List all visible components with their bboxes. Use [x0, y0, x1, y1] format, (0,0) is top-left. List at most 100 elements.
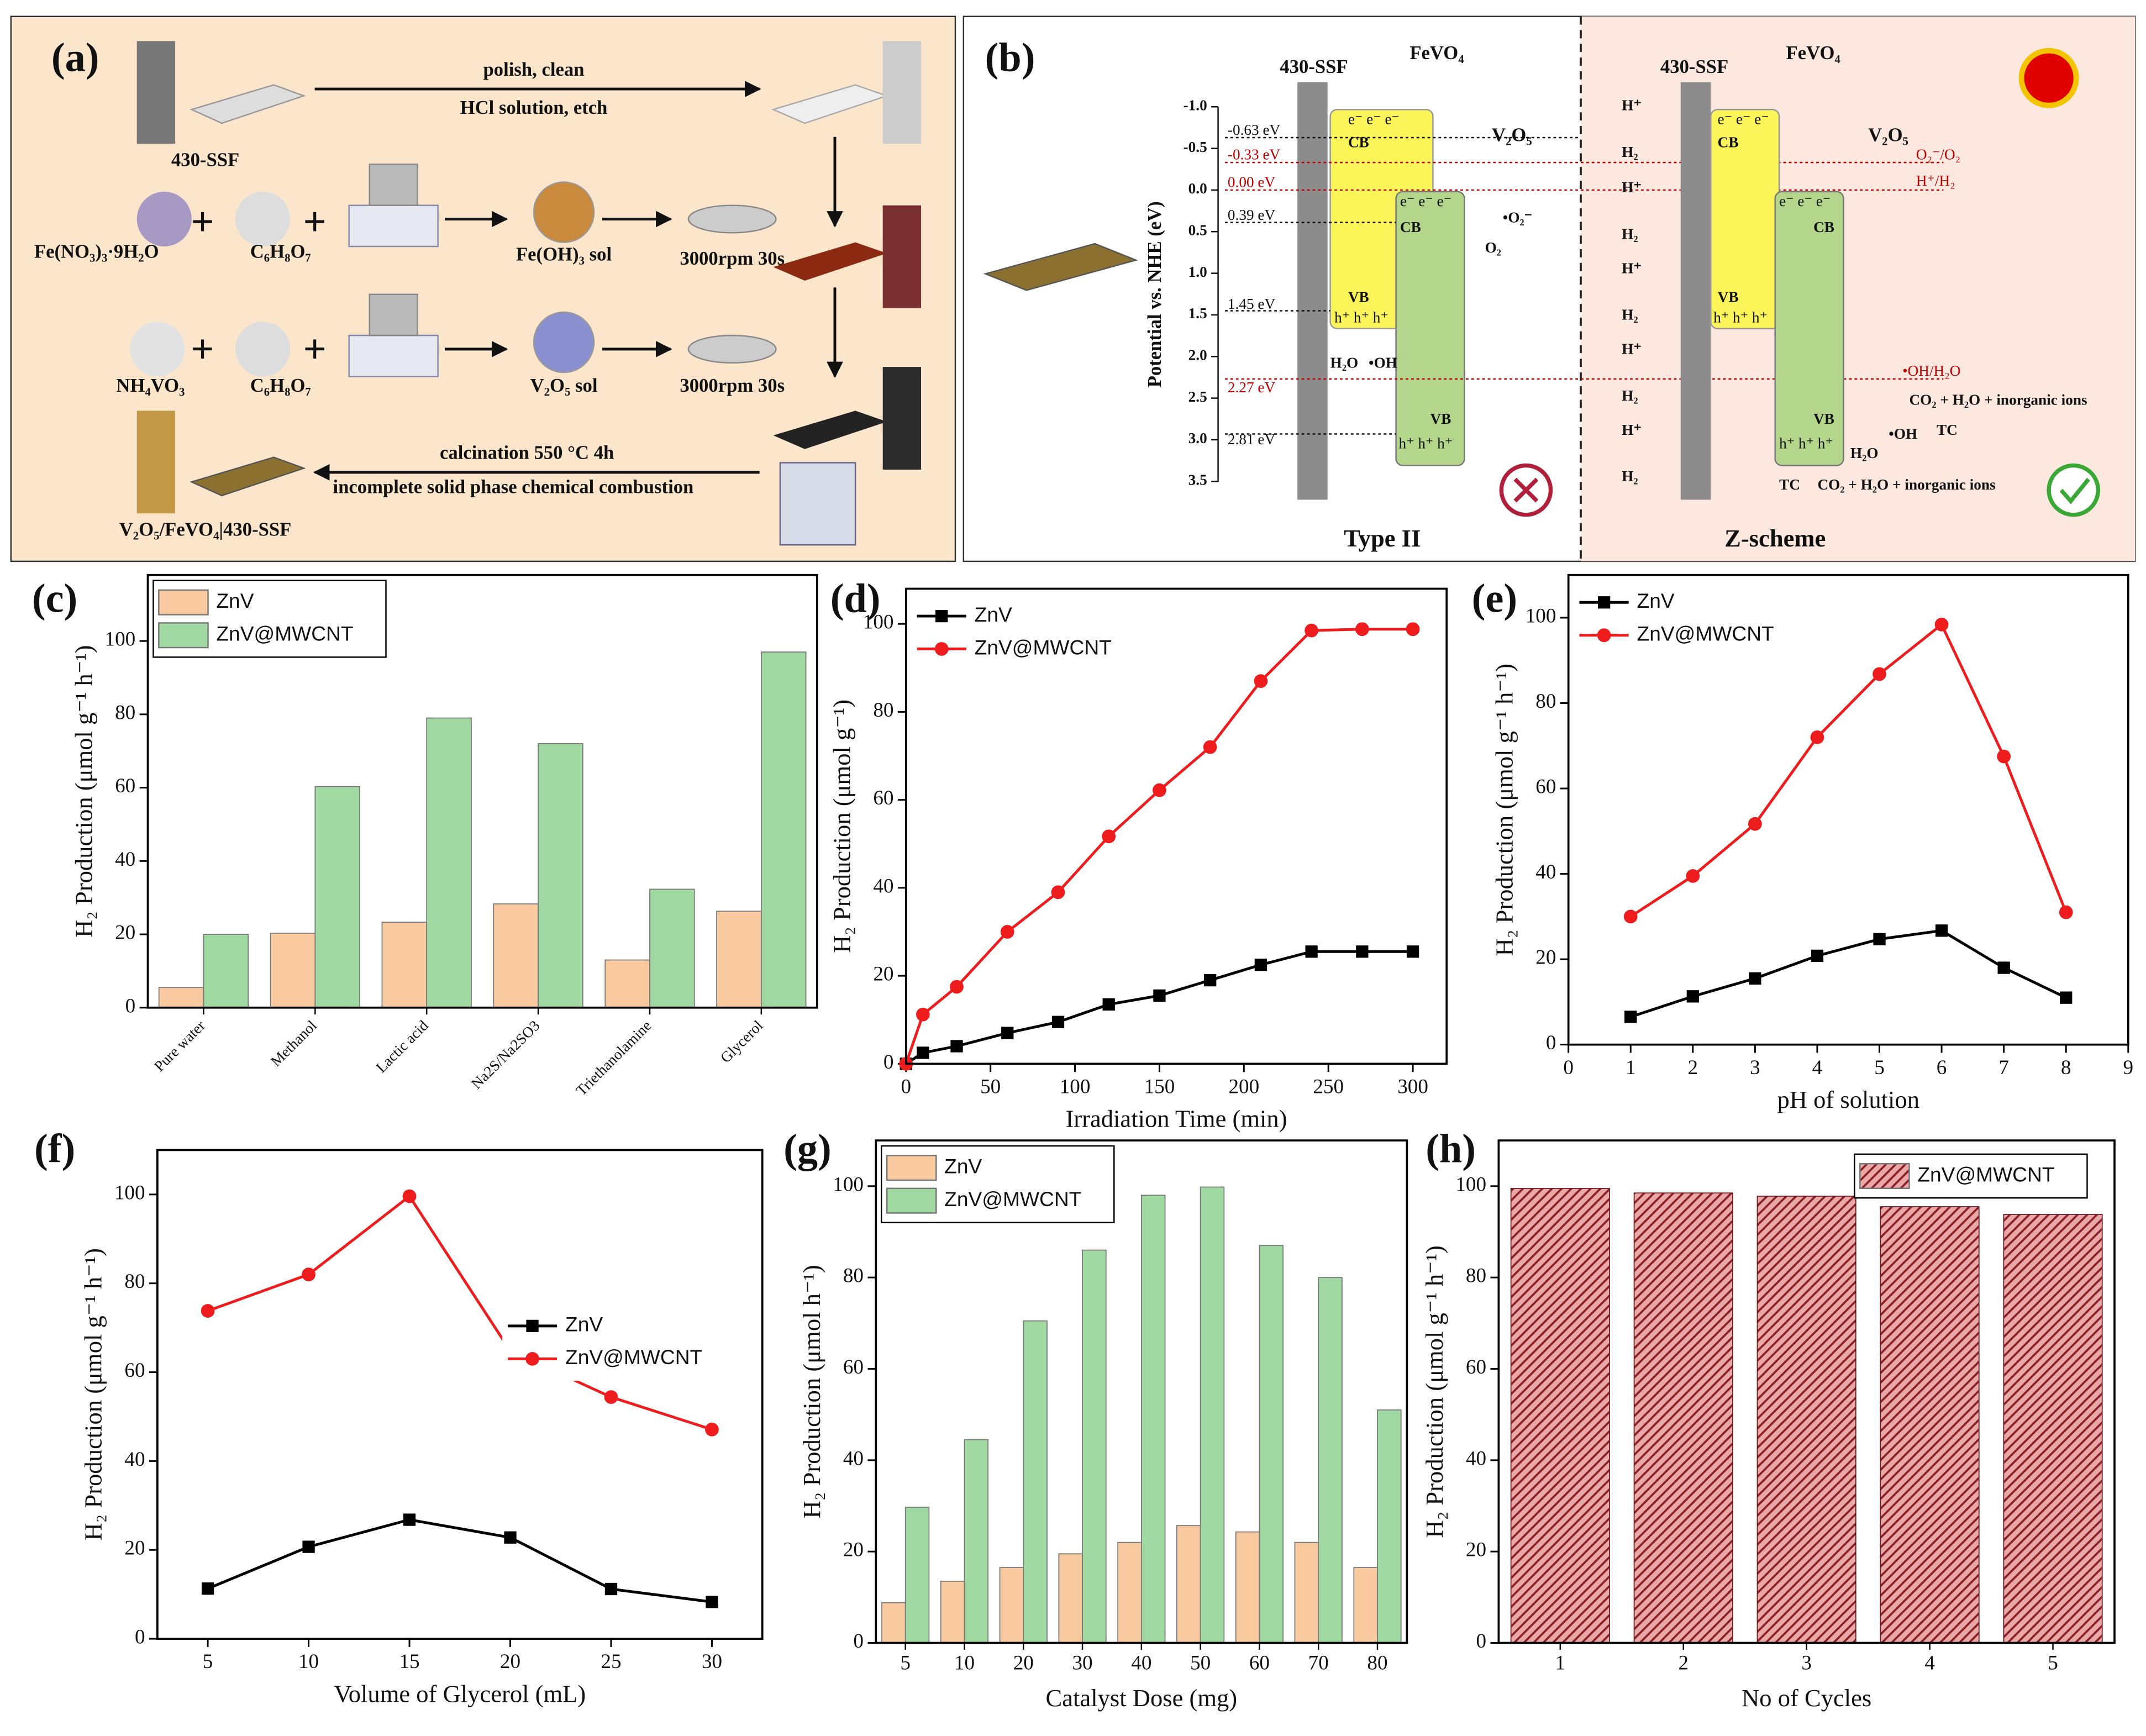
x-tick-label: Glycerol — [717, 1017, 766, 1066]
plot-frame — [1497, 1139, 2116, 1644]
panel-label: (c) — [32, 576, 77, 621]
x-tick-label: 10 — [298, 1650, 319, 1673]
x-axis-label: No of Cycles — [1742, 1684, 1871, 1712]
spin-coater — [687, 204, 777, 234]
bar — [1023, 1320, 1048, 1644]
legend-swatch — [886, 1155, 937, 1181]
legend-label: ZnV — [216, 589, 254, 612]
label: CB — [1348, 134, 1369, 150]
spin-coater — [687, 334, 777, 364]
plot-frame — [1567, 574, 2129, 1046]
label: •OH/H₂O — [1902, 362, 1960, 379]
bar — [1294, 1542, 1319, 1644]
marker — [1934, 617, 1949, 632]
label: e⁻ e⁻ e⁻ — [1718, 111, 1769, 127]
legend-box — [1574, 580, 1807, 657]
label: Fe(NO₃)₃·9H₂O — [34, 240, 159, 262]
legend-label: ZnV@MWCNT — [975, 635, 1112, 659]
label: TC — [1779, 476, 1800, 493]
series-line — [1630, 929, 2067, 1018]
marker — [1749, 972, 1761, 985]
sun-icon — [2018, 48, 2079, 108]
hotplate — [348, 334, 439, 377]
label: h⁺ h⁺ h⁺ — [1713, 309, 1768, 326]
marker — [604, 1582, 618, 1596]
marker — [1153, 783, 1166, 797]
axis-tick-label: 1.0 — [1188, 264, 1207, 280]
y-axis-label: H₂ Production (μmol g⁻¹ h⁻¹) — [1421, 1245, 1448, 1538]
chart: (f) 0 20 40 60 80 100 5 10 15 20 25 30 Volume of Glyc… — [34, 1126, 764, 1707]
bar — [203, 934, 249, 1008]
marker — [950, 1040, 963, 1053]
y-tick-label: 60 — [1535, 776, 1556, 798]
y-tick-label: 0 — [1476, 1630, 1486, 1653]
y-axis-label: H₂ Production (μmol g⁻¹ h⁻¹) — [70, 645, 97, 938]
label: CO₂ + H₂O + inorganic ions — [1818, 476, 1996, 493]
level-label: -0.63 eV — [1228, 122, 1281, 138]
x-tick-label: 0 — [901, 1075, 912, 1098]
marker — [2059, 905, 2073, 919]
label: •OH — [1889, 425, 1917, 442]
legend-swatch — [158, 622, 209, 649]
x-tick-label: 10 — [954, 1652, 975, 1675]
substrate — [190, 84, 306, 124]
x-tick-label: Lactic acid — [373, 1017, 432, 1076]
y-tick-label: 100 — [833, 1173, 864, 1196]
y-tick-label: 40 — [115, 848, 135, 871]
y-tick-label: 20 — [115, 922, 135, 944]
chart: (g) 0 20 40 60 80 100 5 10 20 30 40 50 60 70 80 Catalyst… — [783, 1126, 1408, 1712]
x-tick-label: Methanol — [267, 1017, 320, 1070]
legend-swatch — [1859, 1162, 1910, 1190]
bar — [1633, 1192, 1733, 1644]
y-tick-label: 80 — [1535, 690, 1556, 713]
marker — [1624, 1011, 1637, 1023]
powder — [235, 191, 291, 247]
y-tick-label: 40 — [1535, 861, 1556, 883]
marker — [1153, 989, 1166, 1002]
steel — [1680, 82, 1711, 500]
check-icon — [2047, 463, 2101, 517]
bar — [1200, 1186, 1225, 1644]
steel — [1297, 82, 1328, 500]
label: HCl solution, etch — [460, 97, 608, 118]
label: VB — [1813, 411, 1834, 427]
axis-tick-label: 0.5 — [1188, 222, 1207, 239]
label: incomplete solid phase chemical combusti… — [333, 476, 693, 498]
x-tick-label: 5 — [203, 1650, 213, 1673]
y-tick-label: 100 — [105, 628, 136, 651]
marker — [950, 980, 964, 994]
bar — [1377, 1409, 1402, 1644]
marker — [1000, 925, 1014, 939]
x-tick-label: 9 — [2123, 1056, 2134, 1079]
plus: + — [191, 199, 214, 245]
cross-icon — [1513, 477, 1539, 503]
plot-frame — [904, 587, 1448, 1065]
marker — [1873, 933, 1886, 945]
plus: + — [191, 327, 214, 372]
level-label: 2.81 eV — [1228, 431, 1276, 448]
y-tick-label: 100 — [1455, 1173, 1486, 1196]
x-tick-label: 3 — [1750, 1056, 1760, 1079]
photo — [882, 41, 922, 144]
marker — [917, 1046, 929, 1059]
marker — [1873, 667, 1886, 681]
axis-tick-label: -0.5 — [1184, 139, 1207, 155]
axis-ticks: -1.0 -0.5 0.0 0.5 1.0 1.5 2.0 2.5 3.0 3.5 — [1184, 97, 1218, 488]
y-tick-label: 60 — [873, 787, 893, 809]
legend-marker — [525, 1351, 539, 1366]
marker — [1623, 909, 1638, 924]
y-tick-label: 20 — [873, 963, 893, 986]
marker — [1001, 1027, 1014, 1039]
y-tick-label: 40 — [843, 1447, 864, 1470]
x-tick-label: 250 — [1313, 1075, 1344, 1098]
y-tick-label: 40 — [1466, 1447, 1486, 1470]
legend-label: ZnV@MWCNT — [1637, 622, 1774, 645]
y-tick-label: 100 — [114, 1181, 145, 1204]
photo — [882, 367, 922, 470]
label: C₆H₈O₇ — [250, 240, 311, 262]
x-tick-label: 20 — [1013, 1652, 1034, 1675]
label: Fe(OH)₃ sol — [516, 243, 612, 265]
steel-photo — [136, 41, 176, 144]
label: H⁺/H₂ — [1916, 172, 1955, 189]
x-tick-label: 7 — [1998, 1056, 2009, 1079]
